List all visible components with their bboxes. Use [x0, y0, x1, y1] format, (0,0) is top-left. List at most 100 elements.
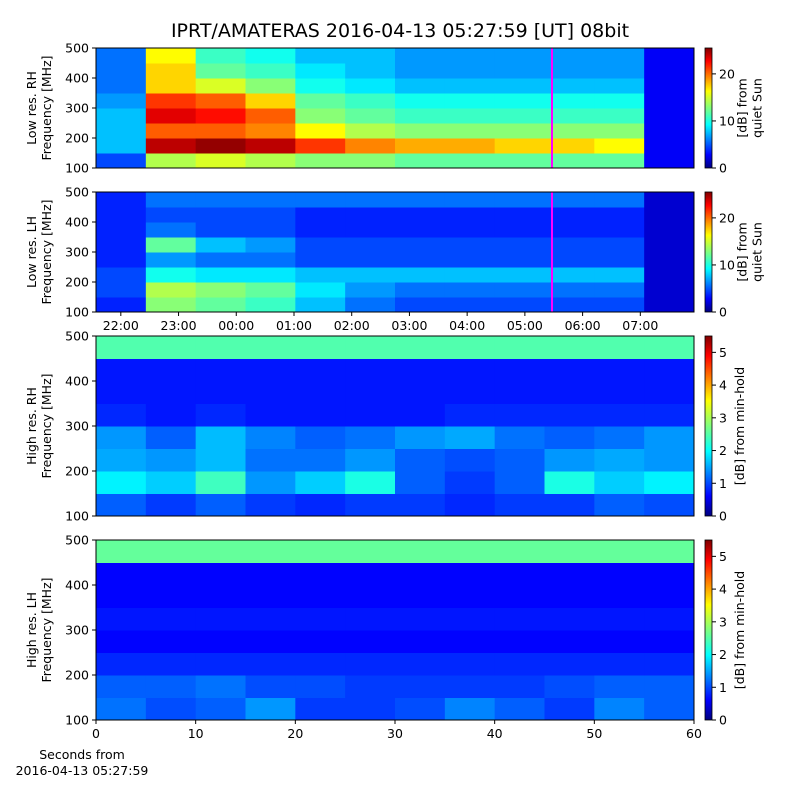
heatmap-cell — [395, 108, 446, 124]
heatmap-cell — [345, 63, 396, 79]
heatmap-cell — [96, 267, 147, 283]
heatmap-cell — [345, 282, 396, 298]
heatmap-cell — [245, 108, 296, 124]
heatmap-cell — [395, 267, 446, 283]
heatmap-cell — [444, 607, 496, 631]
colorbar-tick-label: 1 — [719, 476, 727, 491]
heatmap-cell — [544, 207, 595, 223]
heatmap-cell — [96, 63, 147, 79]
heatmap-cell — [395, 426, 446, 449]
heatmap-cell — [395, 630, 446, 653]
heatmap-cell — [295, 237, 346, 253]
heatmap-cell — [245, 562, 296, 586]
heatmap-cell — [494, 607, 545, 631]
heatmap-cell — [395, 540, 446, 563]
heatmap-cell — [544, 48, 595, 64]
heatmap-cell — [145, 336, 197, 359]
heatmap-cell — [145, 93, 197, 109]
heatmap-cell — [494, 282, 545, 298]
heatmap-cell — [295, 297, 346, 313]
heatmap-cell — [494, 153, 545, 169]
heatmap-cell — [145, 471, 197, 494]
heatmap-cell — [544, 585, 595, 608]
heatmap-cell — [544, 108, 595, 124]
heatmap-cell — [195, 562, 246, 586]
heatmap-cell — [345, 192, 396, 208]
heatmap-cell — [395, 607, 446, 631]
heatmap-cell — [644, 562, 695, 586]
heatmap-cell — [96, 138, 147, 154]
heatmap-cell — [444, 448, 496, 472]
heatmap-cell — [295, 267, 346, 283]
heatmap-cell — [295, 63, 346, 79]
heatmap-cell — [96, 108, 147, 124]
heatmap-cell — [195, 123, 246, 139]
heatmap-cell — [145, 192, 197, 208]
heatmap-cell — [395, 192, 446, 208]
heatmap-cell — [494, 381, 545, 404]
heatmap-cell — [444, 336, 496, 359]
heatmap-cell — [145, 297, 197, 313]
heatmap-cell — [295, 493, 346, 517]
heatmap-cell — [345, 237, 396, 253]
heatmap-cell — [544, 282, 595, 298]
heatmap-cell — [96, 336, 147, 359]
heatmap-cell — [145, 403, 197, 427]
heatmap-cell — [544, 697, 595, 721]
heatmap-cell — [494, 471, 545, 494]
colorbar — [704, 191, 713, 313]
heatmap-cell — [644, 138, 695, 154]
heatmap-cell — [544, 222, 595, 238]
heatmap-cell — [494, 207, 545, 223]
heatmap-cell — [494, 675, 545, 698]
heatmap-cell — [295, 697, 346, 721]
heatmap-cell — [644, 297, 695, 313]
heatmap-cell — [594, 540, 645, 563]
heatmap-cell — [295, 78, 346, 94]
heatmap-cell — [145, 426, 197, 449]
heatmap-cell — [494, 358, 545, 382]
colorbar-tick-label: 20 — [719, 66, 735, 81]
heatmap-cell — [544, 123, 595, 139]
heatmap-cell — [644, 123, 695, 139]
heatmap-cell — [594, 471, 645, 494]
heatmap-cell — [494, 93, 545, 109]
heatmap-cell — [96, 237, 147, 253]
heatmap-cell — [544, 63, 595, 79]
heatmap-cell — [345, 336, 396, 359]
heatmap-cell — [195, 207, 246, 223]
heatmap-cell — [494, 123, 545, 139]
heatmap-cell — [345, 585, 396, 608]
heatmap-cell — [644, 697, 695, 721]
y-axis-label: Frequency [MHz] — [39, 55, 54, 160]
heatmap-cell — [96, 403, 147, 427]
heatmap-cell — [444, 48, 496, 64]
heatmap-cell — [245, 697, 296, 721]
heatmap-cell — [644, 108, 695, 124]
heatmap-cell — [494, 63, 545, 79]
heatmap-cell — [245, 222, 296, 238]
heatmap-cell — [544, 675, 595, 698]
heatmap-cell — [96, 222, 147, 238]
colorbar-label: quiet Sun — [750, 222, 765, 282]
heatmap-cell — [195, 493, 246, 517]
heatmap-cell — [594, 237, 645, 253]
heatmap-cell — [195, 358, 246, 382]
heatmap-cell — [145, 697, 197, 721]
heatmap-cell — [245, 652, 296, 676]
colorbar — [704, 539, 713, 721]
heatmap-cell — [644, 207, 695, 223]
y-axis-label: Frequency [MHz] — [39, 373, 54, 478]
heatmap-cell — [594, 675, 645, 698]
heatmap-cell — [195, 63, 246, 79]
heatmap-cell — [96, 381, 147, 404]
heatmap-cell — [544, 471, 595, 494]
colorbar-tick-label: 2 — [719, 443, 727, 458]
heatmap-cell — [345, 562, 396, 586]
heatmap-cell — [444, 108, 496, 124]
heatmap-cell — [395, 222, 446, 238]
heatmap-cell — [345, 267, 396, 283]
heatmap-cell — [195, 282, 246, 298]
heatmap-cell — [145, 252, 197, 268]
heatmap-cell — [594, 93, 645, 109]
